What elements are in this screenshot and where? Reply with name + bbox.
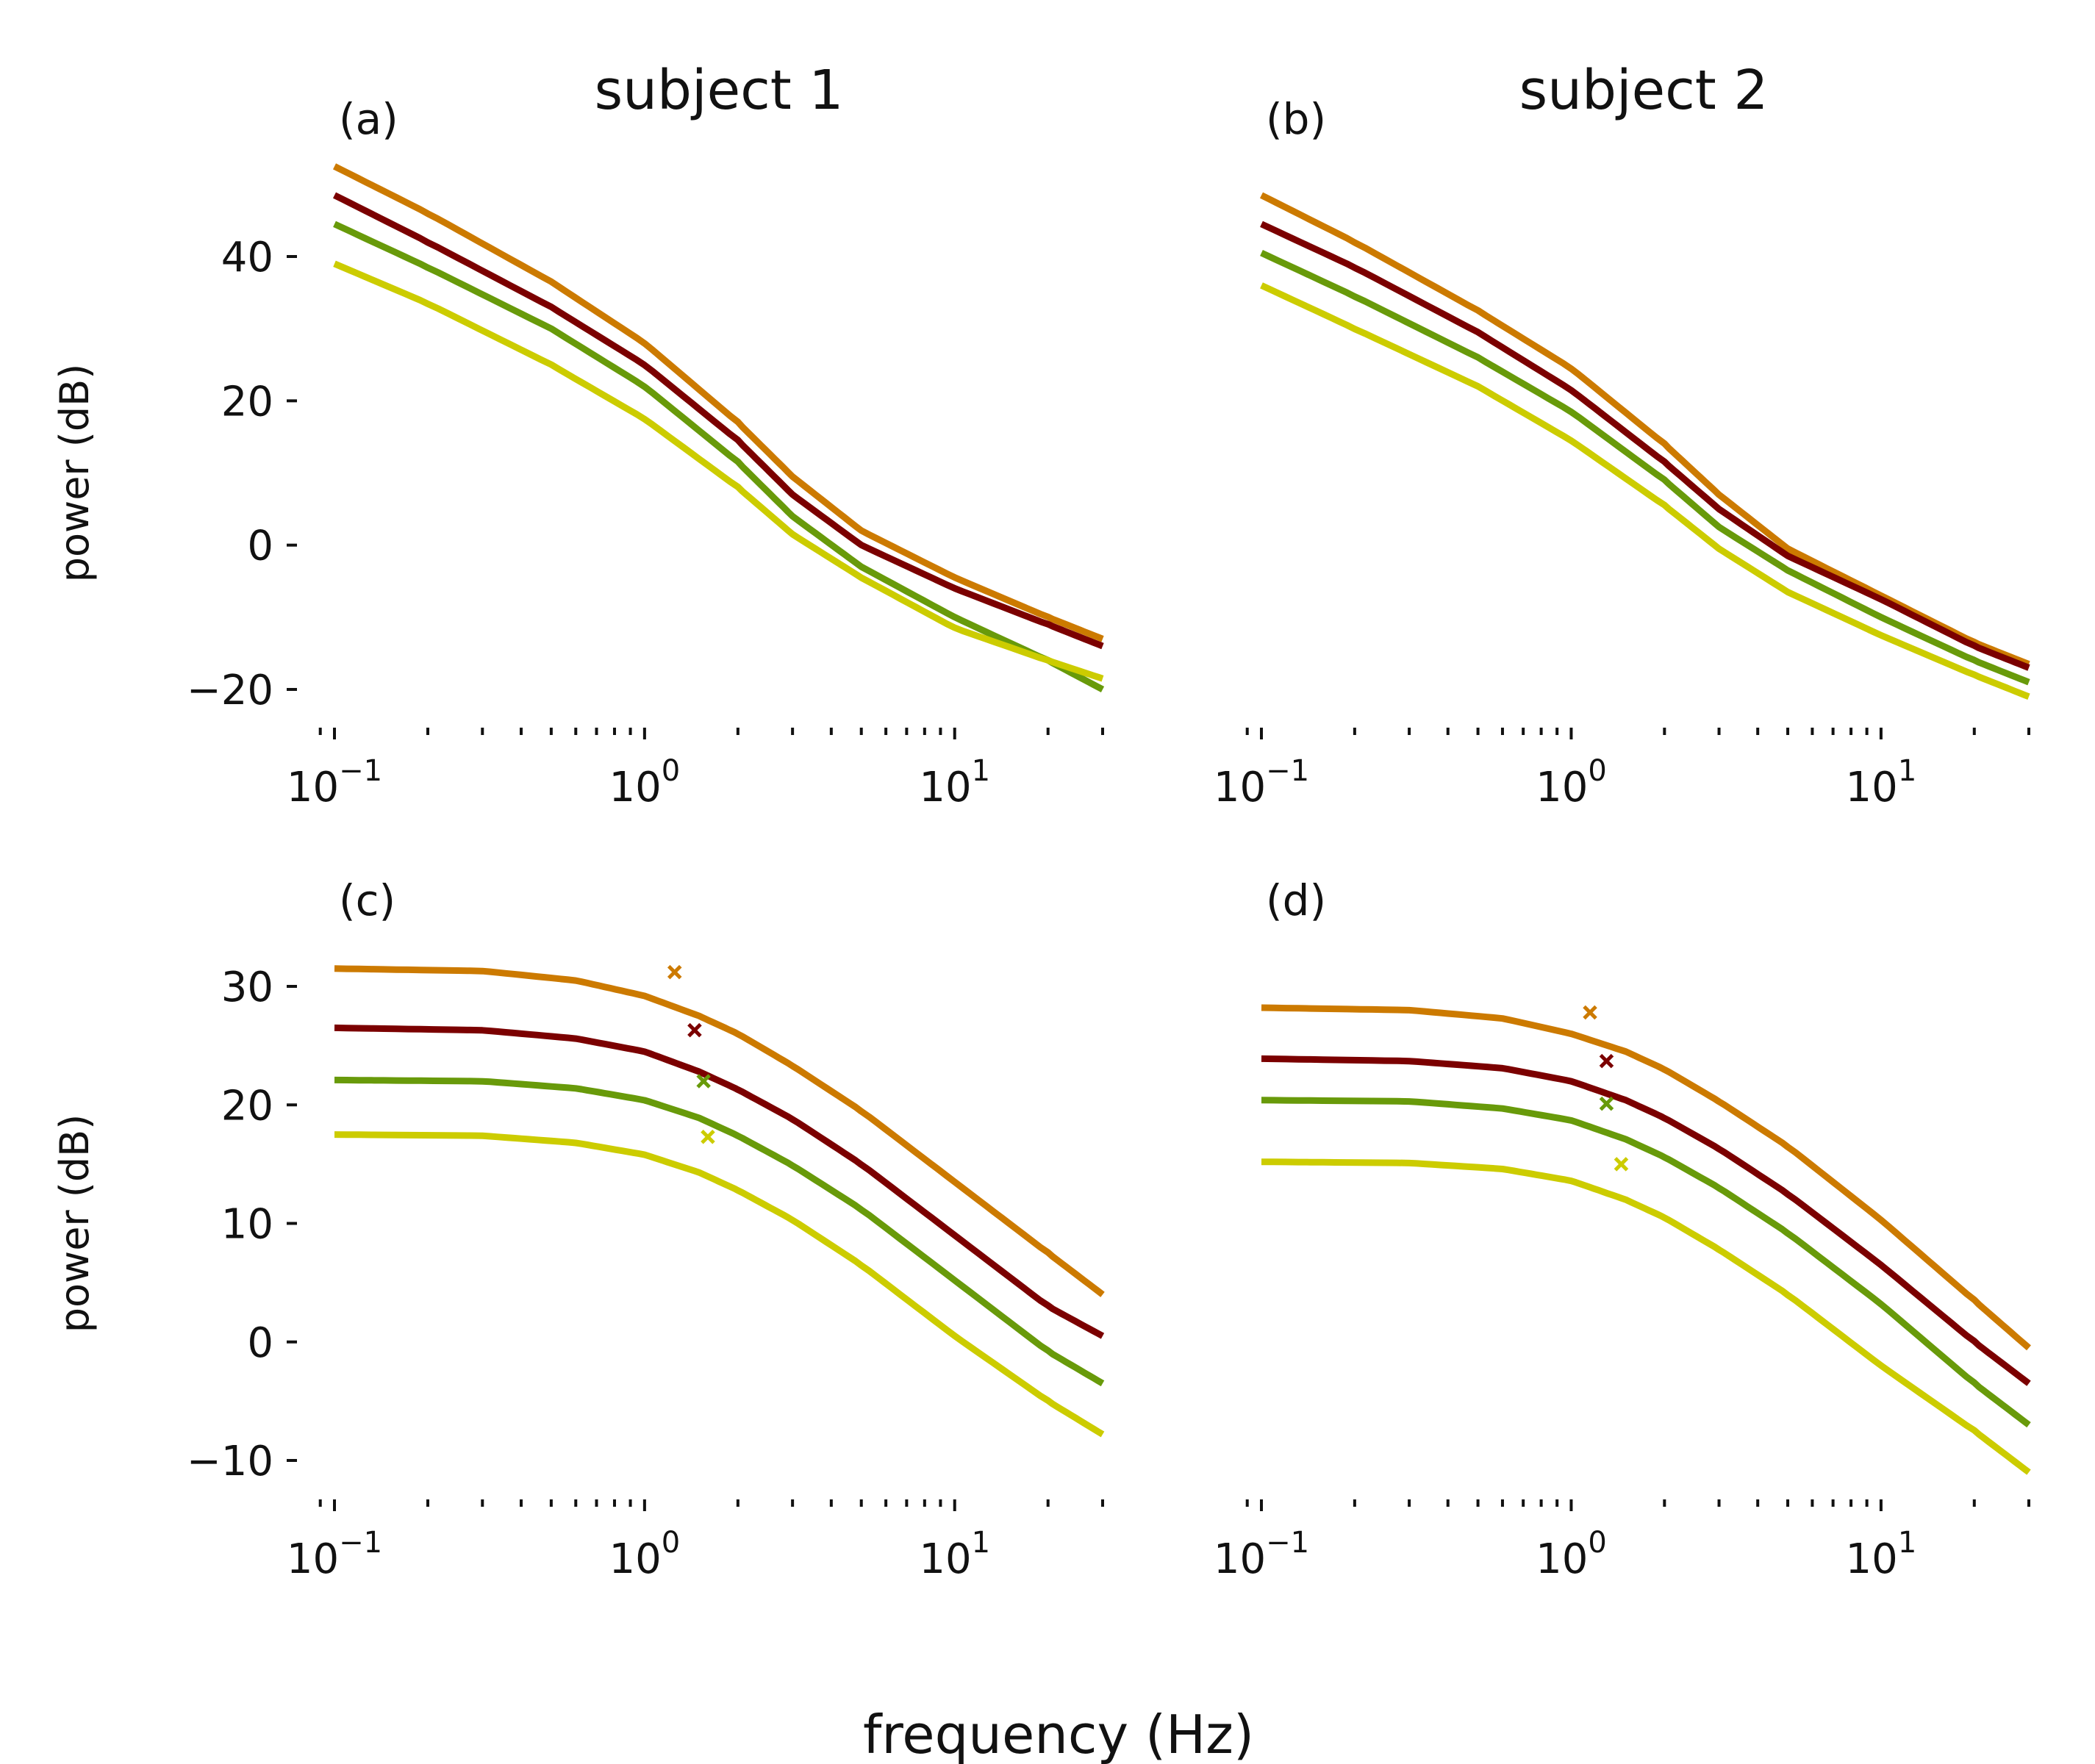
x-tick-label: 100 [609,1526,681,1583]
corner-frequency-marker [1614,1157,1629,1172]
x-tick-label: 101 [919,754,990,811]
column-title-subject-1: subject 1 [595,59,844,122]
x-tick-label: 101 [1846,754,1917,811]
panel-d: (d) 10−1 100 101 [1214,875,2031,1583]
y-tick-label: 0 [247,523,273,570]
corner-frequency-marker [701,1130,715,1144]
x-tick-label: 10−1 [1214,1526,1309,1583]
panel-label: (b) [1266,94,1326,144]
series-line-0 [334,965,1105,1297]
panel-label: (a) [339,94,398,144]
x-tick-label: 101 [1846,1526,1917,1583]
panel-a: (a) power (dB) −20 0 20 40 10−1 100 101 [51,94,1105,811]
figure-xlabel: frequency (Hz) [863,1704,1254,1764]
y-tick-label: −10 [187,1438,273,1485]
series-line-2 [1260,250,2030,686]
series-line-2 [1261,1097,2031,1428]
panel-c: (c) power (dB) −10 0 10 20 30 10−1 100 101 [51,875,1105,1583]
series-line-1 [1261,1055,2031,1386]
x-tick-label: 10−1 [287,754,382,811]
panel-label: (c) [339,875,395,925]
series-line-0 [332,163,1104,642]
series-line-3 [1260,282,2030,700]
x-tick-label: 100 [609,754,681,811]
column-title-subject-2: subject 2 [1519,59,1769,122]
series-line-3 [334,1131,1105,1438]
panel-label: (d) [1266,875,1326,925]
series-line-3 [333,260,1104,682]
y-tick-label: 10 [221,1201,273,1249]
series-line-2 [334,1076,1105,1387]
y-tick-label: 40 [221,234,273,282]
y-axis-label: power (dB) [51,1114,98,1333]
y-tick-label: 20 [221,1082,273,1130]
corner-frequency-marker [687,1022,702,1038]
series-line-3 [1261,1158,2031,1475]
y-axis-label: power (dB) [51,364,98,583]
x-tick-label: 10−1 [287,1526,382,1583]
x-tick-label: 10−1 [1214,754,1309,811]
x-tick-label: 100 [1536,754,1607,811]
x-tick-label: 100 [1536,1526,1607,1583]
series-line-1 [332,192,1104,650]
series-line-0 [1259,192,2030,667]
series-line-1 [1260,220,2030,671]
series-line-1 [334,1024,1105,1339]
y-tick-label: 20 [221,378,273,426]
corner-frequency-marker [1599,1053,1614,1069]
y-tick-label: 30 [221,964,273,1011]
x-tick-label: 101 [919,1526,990,1583]
series-line-2 [333,220,1105,692]
series-line-0 [1261,1004,2031,1351]
y-tick-label: −20 [187,667,273,714]
corner-frequency-marker [1599,1096,1614,1111]
corner-frequency-marker [696,1074,711,1089]
corner-frequency-marker [1583,1005,1597,1020]
y-tick-label: 0 [247,1319,273,1367]
corner-frequency-marker [667,964,682,980]
panel-b: (b) 10−1 100 101 [1214,94,2030,811]
